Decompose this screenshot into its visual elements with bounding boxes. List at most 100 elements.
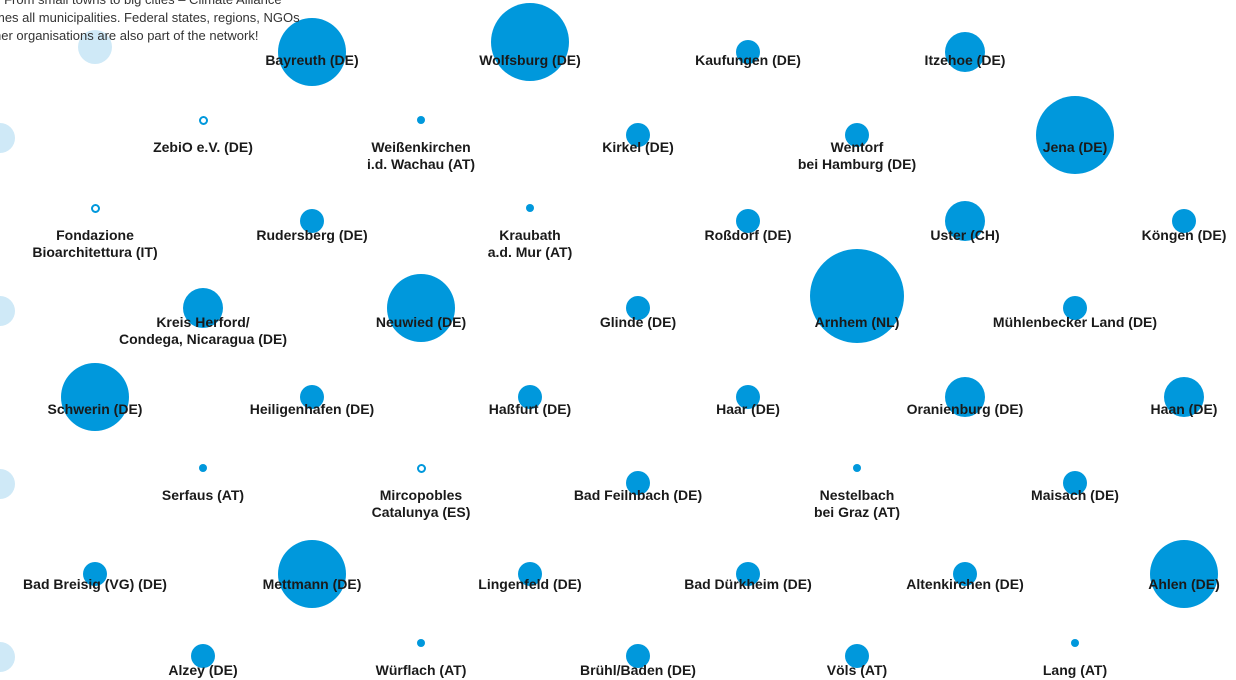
member-bubble — [1063, 296, 1087, 320]
member-label: Bad Dürkheim (DE) — [684, 576, 812, 593]
member-label-line: Nestelbach — [819, 487, 895, 503]
member-bubble — [518, 385, 542, 409]
member-label-line: Bad Dürkheim (DE) — [684, 576, 812, 592]
member-label-line: Altenkirchen (DE) — [906, 576, 1024, 592]
member-bubble — [300, 385, 324, 409]
member-label-line: Alzey (DE) — [168, 662, 238, 678]
member-label: Oranienburg (DE) — [907, 401, 1024, 418]
member-label: Glinde (DE) — [600, 314, 676, 331]
member-label-line: bei Hamburg (DE) — [797, 156, 917, 172]
member-bubble — [526, 204, 534, 212]
member-bubble — [278, 18, 346, 86]
member-bubble — [491, 3, 569, 81]
member-label-line: Serfaus (AT) — [161, 487, 245, 503]
member-label-line: Wentorf — [830, 139, 884, 155]
member-label: Wentorf bei Hamburg (DE) — [798, 139, 916, 173]
member-label-line: Haßfurt (DE) — [488, 401, 572, 417]
member-bubble — [626, 296, 650, 320]
member-label: Kaufungen (DE) — [695, 52, 801, 69]
member-label: Haan (DE) — [1151, 401, 1218, 418]
member-label: Uster (CH) — [930, 227, 999, 244]
background-bubble — [0, 296, 15, 326]
member-label: Altenkirchen (DE) — [906, 576, 1023, 593]
member-label: Nestelbach bei Graz (AT) — [814, 487, 900, 521]
member-bubble — [1172, 209, 1196, 233]
member-bubble — [198, 115, 208, 125]
member-label: Heiligenhafen (DE) — [250, 401, 374, 418]
member-label: Kirkel (DE) — [602, 139, 674, 156]
member-label-line: Uster (CH) — [930, 227, 1000, 243]
member-label: Schwerin (DE) — [48, 401, 143, 418]
member-label: Würflach (AT) — [376, 662, 467, 679]
member-label: Völs (AT) — [827, 662, 887, 679]
member-label: Haar (DE) — [716, 401, 780, 418]
member-bubble — [518, 562, 542, 586]
member-bubble — [736, 385, 760, 409]
member-label: Arnhem (NL) — [815, 314, 900, 331]
member-bubble — [83, 562, 107, 586]
member-bubble — [1071, 639, 1079, 647]
member-label: Haßfurt (DE) — [489, 401, 571, 418]
member-label: Weißenkirchen i.d. Wachau (AT) — [367, 139, 475, 173]
member-bubble — [191, 644, 215, 668]
member-label-line: Glinde (DE) — [599, 314, 677, 330]
member-bubble — [1063, 471, 1087, 495]
member-label-line: Kirkel (DE) — [602, 139, 674, 155]
member-bubble — [90, 203, 100, 213]
member-label-line: Catalunya (ES) — [371, 504, 471, 520]
member-label-line: Maisach (DE) — [1031, 487, 1119, 503]
member-label-line: Arnhem (NL) — [814, 314, 900, 330]
member-label: Mühlenbecker Land (DE) — [993, 314, 1157, 331]
member-label: ZebiO e.V. (DE) — [153, 139, 253, 156]
member-label-line: Haan (DE) — [1150, 401, 1218, 417]
member-bubble — [736, 40, 760, 64]
member-label-line: Mühlenbecker Land (DE) — [992, 314, 1158, 330]
member-label: Bayreuth (DE) — [265, 52, 358, 69]
member-bubble — [953, 562, 977, 586]
member-label-line: Kraubath — [499, 227, 561, 243]
member-bubble — [1164, 377, 1204, 417]
intro-line: mes all municipalities. Federal states, … — [0, 10, 300, 25]
background-bubble — [78, 30, 112, 64]
member-label: Itzehoe (DE) — [925, 52, 1006, 69]
member-label: Neuwied (DE) — [376, 314, 466, 331]
member-bubble — [736, 209, 760, 233]
member-label: Mettmann (DE) — [263, 576, 362, 593]
member-label-line: Schwerin (DE) — [47, 401, 143, 417]
member-bubble — [626, 123, 650, 147]
member-label-line: Lang (AT) — [1042, 662, 1108, 678]
member-label-line: Condega, Nicaragua (DE) — [118, 331, 288, 347]
member-label-line: Wolfsburg (DE) — [479, 52, 581, 68]
member-label-line: Fondazione — [56, 227, 134, 243]
member-label-line: Kreis Herford/ — [156, 314, 250, 330]
member-label-line: Rudersberg (DE) — [256, 227, 368, 243]
member-label: Rudersberg (DE) — [256, 227, 367, 244]
intro-line: her organisations are also part of the n… — [0, 28, 259, 43]
member-label: Alzey (DE) — [168, 662, 237, 679]
member-label-line: Weißenkirchen — [371, 139, 471, 155]
member-label: Brühl/Baden (DE) — [580, 662, 696, 679]
member-bubble — [845, 123, 869, 147]
member-label: Lang (AT) — [1043, 662, 1107, 679]
member-bubble — [845, 644, 869, 668]
member-label-line: Ahlen (DE) — [1148, 576, 1220, 592]
background-bubble — [0, 123, 15, 153]
member-label-line: Brühl/Baden (DE) — [580, 662, 696, 678]
member-label-line: Bad Breisig (VG) (DE) — [23, 576, 167, 592]
member-label: Jena (DE) — [1043, 139, 1108, 156]
background-bubble — [0, 642, 15, 672]
member-bubble — [736, 562, 760, 586]
member-label: Serfaus (AT) — [162, 487, 244, 504]
member-label-line: Lingenfeld (DE) — [478, 576, 582, 592]
member-label-line: Haar (DE) — [716, 401, 780, 417]
member-label-line: Kaufungen (DE) — [695, 52, 801, 68]
member-label-line: i.d. Wachau (AT) — [366, 156, 476, 172]
member-label-line: Völs (AT) — [826, 662, 888, 678]
member-bubble — [1036, 96, 1114, 174]
member-label: Wolfsburg (DE) — [479, 52, 581, 69]
member-label-line: Neuwied (DE) — [375, 314, 467, 330]
member-label-line: Roßdorf (DE) — [704, 227, 792, 243]
member-label-line: Bioarchitettura (IT) — [32, 244, 158, 260]
member-bubble — [945, 32, 985, 72]
